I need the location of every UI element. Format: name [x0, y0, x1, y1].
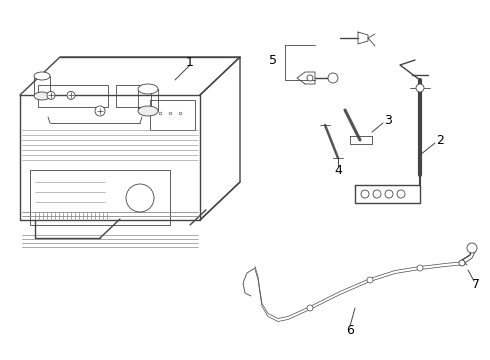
Text: 7: 7 [472, 279, 480, 292]
Circle shape [328, 73, 338, 83]
Bar [30, 170, 170, 225]
Circle shape [67, 91, 75, 99]
Circle shape [95, 106, 105, 116]
Text: 4: 4 [334, 163, 342, 176]
Circle shape [307, 305, 313, 311]
Ellipse shape [34, 92, 50, 100]
Circle shape [307, 75, 313, 81]
Ellipse shape [34, 72, 50, 80]
Circle shape [459, 260, 465, 266]
Circle shape [126, 184, 154, 212]
Text: 5: 5 [269, 54, 277, 67]
Circle shape [367, 277, 373, 283]
Circle shape [373, 190, 381, 198]
Bar [150, 100, 195, 130]
Text: 2: 2 [436, 134, 444, 147]
Circle shape [47, 91, 55, 99]
Circle shape [385, 190, 393, 198]
Circle shape [417, 265, 423, 271]
Circle shape [397, 190, 405, 198]
Bar [116, 85, 151, 107]
Circle shape [361, 190, 369, 198]
Ellipse shape [138, 106, 158, 116]
Text: 6: 6 [346, 324, 354, 337]
Text: 3: 3 [384, 113, 392, 126]
Circle shape [416, 84, 424, 92]
Circle shape [467, 243, 477, 253]
Text: 1: 1 [186, 55, 194, 68]
Bar [38, 85, 108, 107]
Ellipse shape [138, 84, 158, 94]
